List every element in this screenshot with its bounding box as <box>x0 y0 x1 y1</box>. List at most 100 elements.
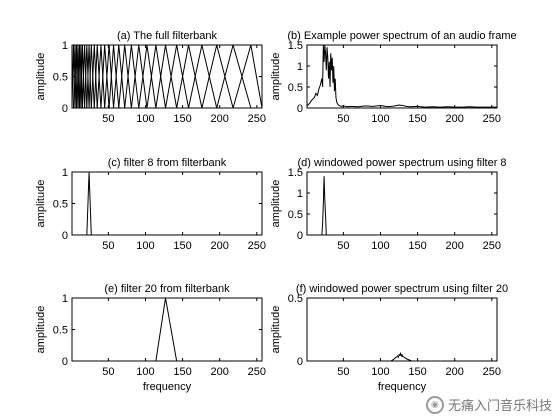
filter-triangle-26 <box>176 45 203 108</box>
x-tick-label: 50 <box>337 113 349 125</box>
x-tick-label: 50 <box>337 366 349 378</box>
y-tick-label: 0 <box>297 356 303 368</box>
subplot-2: 50 100 150 200 250 0 0.5 1 1.5(b) Example power … <box>270 30 517 125</box>
x-tick-label: 150 <box>173 113 191 125</box>
subplot-3: 50 100 150 200 250 0 0.5 1 (c) filter 8 from fil… <box>35 157 266 252</box>
y-tick-label: 0.5 <box>288 293 303 305</box>
x-tick-label: 150 <box>408 240 426 252</box>
subplot-title: (e) filter 20 from filterbank <box>104 283 230 295</box>
x-tick-label: 250 <box>248 113 266 125</box>
filter-triangle-24 <box>155 45 178 108</box>
filter-triangle-22 <box>138 45 157 108</box>
x-tick-label: 200 <box>211 240 229 252</box>
axes-box <box>71 171 263 236</box>
x-tick-label: 100 <box>371 366 389 378</box>
plot-area <box>72 298 262 361</box>
filter-triangle-18 <box>113 45 126 108</box>
x-tick-label: 150 <box>173 366 191 378</box>
filter-triangle-23 <box>146 45 167 108</box>
filter-triangle-7 <box>80 45 86 108</box>
y-tick-label: 0 <box>62 356 68 368</box>
x-tick-label: 200 <box>211 113 229 125</box>
x-tick-label: 100 <box>136 366 154 378</box>
subplot-title: (a) The full filterbank <box>117 30 218 42</box>
filter-triangle-14 <box>96 45 106 108</box>
x-tick-label: 250 <box>248 240 266 252</box>
filter-triangle-30 <box>232 45 262 108</box>
x-tick-label: 200 <box>446 240 464 252</box>
x-axis-label: frequency <box>378 381 427 393</box>
x-tick-label: 250 <box>483 366 501 378</box>
x-tick-label: 200 <box>211 366 229 378</box>
subplot-4: 50 100 150 200 250 0 0.5 1 1.5(d) windowed power… <box>270 157 507 252</box>
plot-area <box>72 45 262 108</box>
subplot-5: 50 100 150 200 250 0 0.5 1 (e) filter 20 from fi… <box>35 283 266 393</box>
filter-triangle-16 <box>104 45 115 108</box>
subplot-1: 50 100 150 200 250 0 0.5 1 (a) The full filterba… <box>35 30 266 125</box>
x-axis-label: frequency <box>143 381 192 393</box>
filter-triangle-13 <box>93 45 102 108</box>
plot-area <box>307 45 497 108</box>
y-axis-label: amplitude <box>270 306 282 354</box>
y-tick-label: 0.5 <box>53 199 68 211</box>
y-tick-label: 1.5 <box>288 167 303 179</box>
filter-triangle-21 <box>130 45 148 108</box>
plot-area <box>307 176 497 235</box>
watermark: ◉ 无痛入门音乐科技 <box>425 395 552 414</box>
series-line-1 <box>307 45 497 108</box>
series-line-1 <box>72 298 262 361</box>
y-axis-label: amplitude <box>35 53 47 101</box>
y-tick-label: 0 <box>297 103 303 115</box>
x-tick-label: 150 <box>408 113 426 125</box>
x-tick-label: 50 <box>102 240 114 252</box>
filter-triangle-9 <box>84 45 90 108</box>
subplot-6: 50 100 150 200 250 0 0.5(f) windowed power spe… <box>270 283 508 393</box>
filter-triangle-11 <box>88 45 95 108</box>
x-tick-label: 200 <box>446 366 464 378</box>
x-tick-label: 100 <box>371 113 389 125</box>
x-tick-label: 200 <box>446 113 464 125</box>
subplot-title: (b) Example power spectrum of an audio f… <box>287 30 516 42</box>
series-line-1 <box>307 176 497 235</box>
x-tick-label: 50 <box>102 113 114 125</box>
watermark-text: 无痛入门音乐科技 <box>447 399 552 414</box>
y-tick-label: 1 <box>62 293 68 305</box>
x-tick-label: 250 <box>483 240 501 252</box>
wechat-logo-icon: ◉ <box>425 395 444 414</box>
series-line-1 <box>72 172 262 235</box>
filter-triangle-19 <box>118 45 132 108</box>
x-tick-label: 100 <box>136 113 154 125</box>
y-tick-label: 0.5 <box>288 209 303 221</box>
x-tick-label: 250 <box>248 366 266 378</box>
axes-box <box>306 171 498 236</box>
y-tick-label: 1 <box>297 61 303 73</box>
x-tick-label: 250 <box>483 113 501 125</box>
y-tick-label: 0.5 <box>288 82 303 94</box>
filter-triangle-10 <box>86 45 92 108</box>
x-tick-label: 50 <box>337 240 349 252</box>
x-tick-label: 100 <box>136 240 154 252</box>
y-tick-label: 1 <box>62 167 68 179</box>
y-tick-label: 1 <box>62 40 68 52</box>
subplot-title: (d) windowed power spectrum using filter… <box>297 157 506 169</box>
plot-area <box>307 351 497 361</box>
x-tick-label: 50 <box>102 366 114 378</box>
filter-triangle-12 <box>90 45 98 108</box>
subplot-title: (f) windowed power spectrum using filter… <box>296 283 508 295</box>
filter-triangle-25 <box>165 45 190 108</box>
plot-area <box>72 172 262 235</box>
filter-triangle-17 <box>108 45 120 108</box>
series-line-1 <box>307 351 497 361</box>
subplot-title: (c) filter 8 from filterbank <box>108 157 227 169</box>
y-tick-label: 1 <box>297 188 303 200</box>
filter-triangle-20 <box>124 45 140 108</box>
filter-triangle-15 <box>100 45 110 108</box>
axes-box <box>306 44 498 109</box>
filter-triangle-27 <box>188 45 218 108</box>
filter-triangle-28 <box>201 45 234 108</box>
filter-triangle-29 <box>216 45 252 108</box>
y-tick-label: 0.5 <box>53 72 68 84</box>
x-tick-label: 100 <box>371 240 389 252</box>
y-axis-label: amplitude <box>35 306 47 354</box>
